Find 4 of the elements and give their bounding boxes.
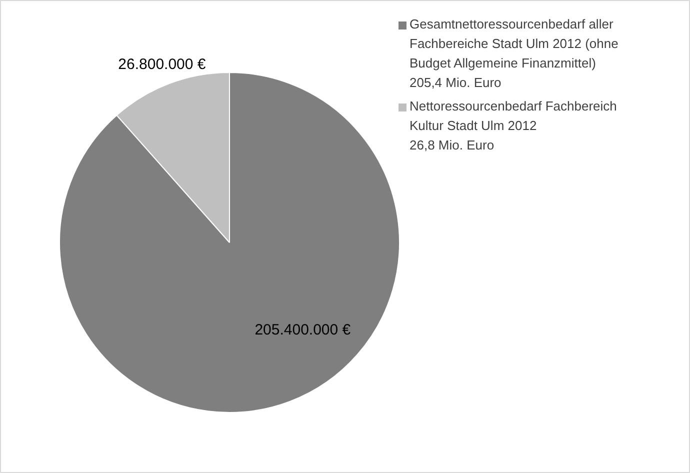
data-label: 26.800.000 € [118,56,206,73]
data-label: 205.400.000 € [254,321,352,338]
legend-label: Nettoressourcenbedarf Fachbereich Kultur Stadt Ulm 2012 26,8 Mio. Euro [410,98,617,152]
legend-label: Gesamtnettoressourcenbedarf aller Fachbereiche Stadt Ulm 2012 (ohne Budget Allgemeine Finanzmittel) 205,4 Mio. Euro [410,16,618,90]
